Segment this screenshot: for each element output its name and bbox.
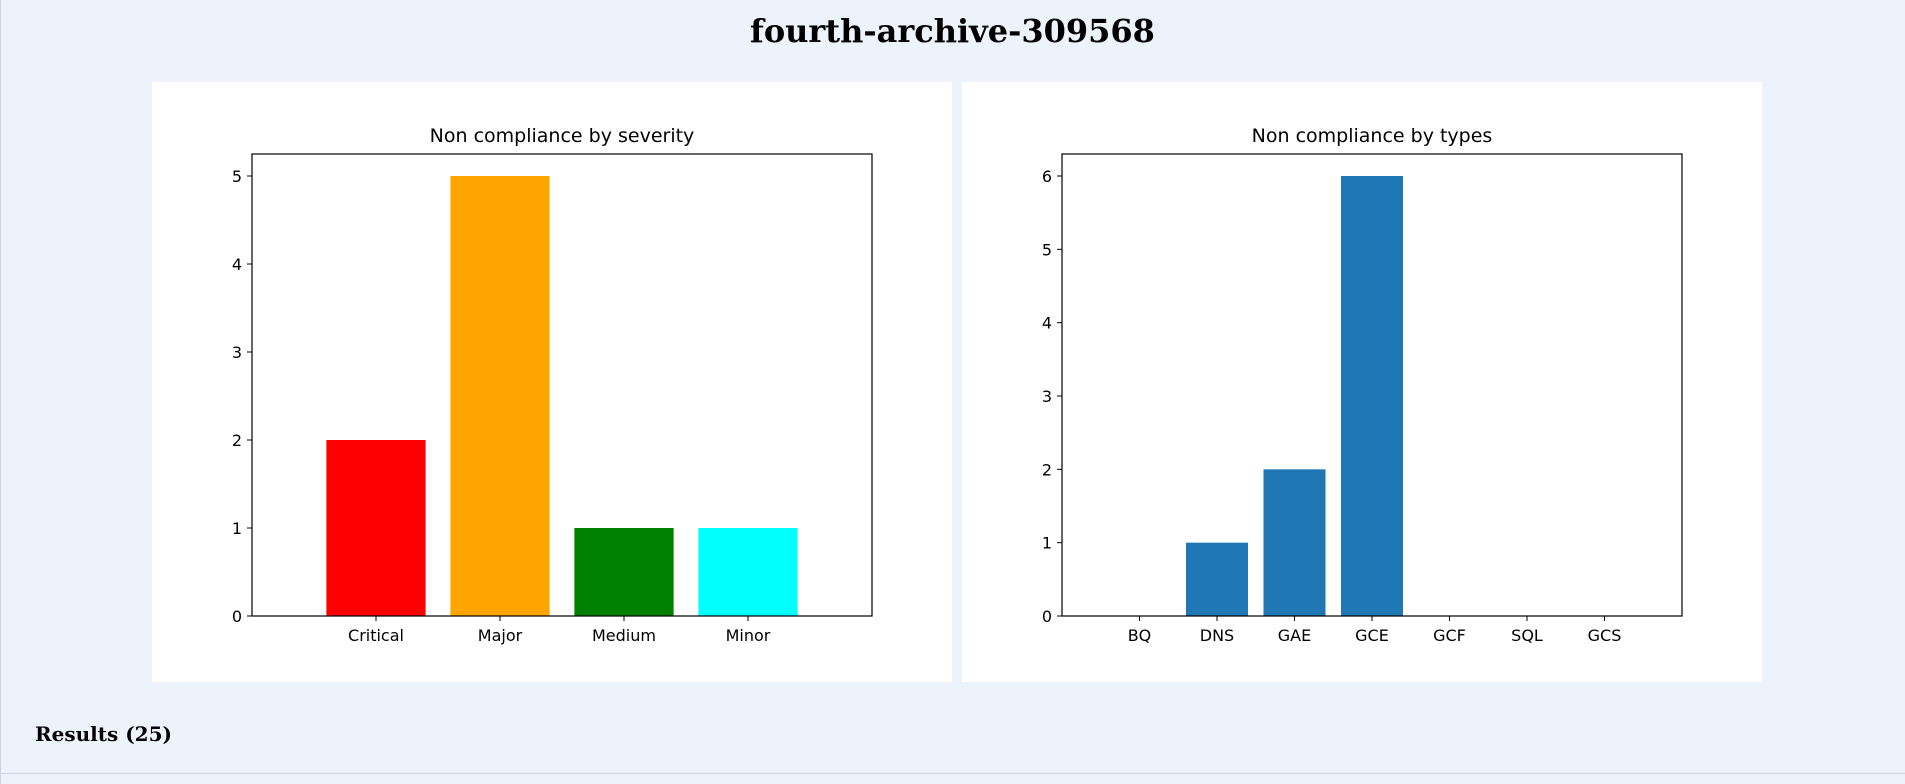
page-title: fourth-archive-309568 bbox=[750, 12, 1155, 50]
bar-major bbox=[450, 176, 550, 616]
types-chart: Non compliance by types BQ DNS GAE GCE GCF SQL… bbox=[1042, 125, 1683, 645]
chart-title: Non compliance by severity bbox=[430, 125, 695, 147]
bar-dns bbox=[1186, 542, 1248, 616]
x-tick-label-major: Major bbox=[478, 626, 523, 645]
severity-chart-panel: Non compliance by severity Critical Major M… bbox=[152, 82, 952, 682]
y-tick-label-5: 5 bbox=[1042, 240, 1052, 259]
plot-frame bbox=[1061, 153, 1683, 617]
y-tick-label-4: 4 bbox=[1042, 314, 1052, 333]
x-tick-label-gce: GCE bbox=[1355, 626, 1389, 645]
x-tick-label-bq: BQ bbox=[1128, 626, 1152, 645]
plot-frame bbox=[251, 153, 873, 617]
y-tick-label-6: 6 bbox=[1042, 167, 1052, 186]
y-tick-label-0: 0 bbox=[1042, 607, 1052, 626]
y-tick-label-1: 1 bbox=[1042, 534, 1052, 553]
x-tick-label-gae: GAE bbox=[1278, 626, 1311, 645]
y-tick-label-3: 3 bbox=[232, 343, 242, 362]
x-tick-label-gcf: GCF bbox=[1433, 626, 1466, 645]
y-tick-label-4: 4 bbox=[232, 255, 242, 274]
page-frame bbox=[0, 0, 1, 784]
chart-title: Non compliance by types bbox=[1252, 125, 1493, 147]
x-tick-label-critical: Critical bbox=[348, 626, 404, 645]
bar-minor bbox=[698, 528, 798, 616]
bar-critical bbox=[326, 440, 426, 616]
y-tick-label-5: 5 bbox=[232, 167, 242, 186]
bar-gce bbox=[1341, 176, 1403, 616]
x-tick-label-minor: Minor bbox=[726, 626, 771, 645]
x-tick-label-gcs: GCS bbox=[1588, 626, 1622, 645]
y-tick-label-0: 0 bbox=[232, 607, 242, 626]
x-tick-label-sql: SQL bbox=[1511, 626, 1543, 645]
bar-gae bbox=[1263, 469, 1326, 616]
y-tick-label-3: 3 bbox=[1042, 387, 1052, 406]
y-tick-label-2: 2 bbox=[232, 431, 242, 450]
severity-chart: Non compliance by severity Critical Major M… bbox=[232, 125, 873, 645]
x-tick-label-dns: DNS bbox=[1200, 626, 1234, 645]
y-tick-label-2: 2 bbox=[1042, 460, 1052, 479]
results-heading: Results (25) bbox=[35, 722, 172, 746]
types-chart-panel: Non compliance by types BQ DNS GAE GCE GCF SQL… bbox=[962, 82, 1762, 682]
bar-medium bbox=[574, 528, 674, 616]
section-divider bbox=[0, 773, 1905, 774]
y-tick-label-1: 1 bbox=[232, 519, 242, 538]
x-tick-label-medium: Medium bbox=[592, 626, 656, 645]
